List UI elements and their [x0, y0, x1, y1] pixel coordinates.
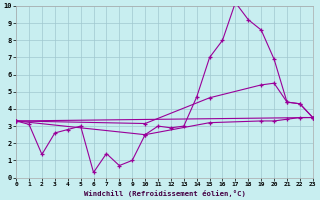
X-axis label: Windchill (Refroidissement éolien,°C): Windchill (Refroidissement éolien,°C) [84, 190, 245, 197]
